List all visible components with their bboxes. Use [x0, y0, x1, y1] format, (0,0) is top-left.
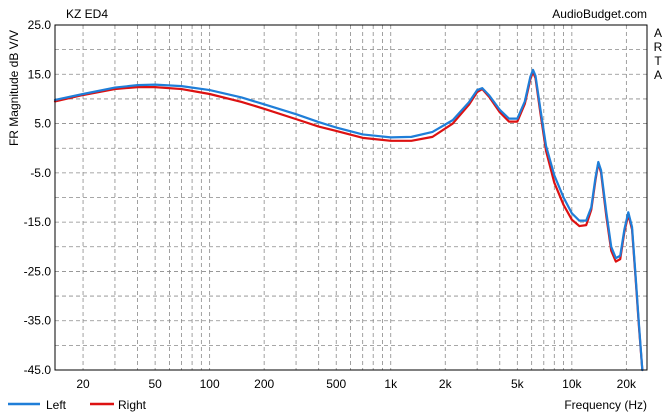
grid: [55, 25, 647, 370]
y-tick-label: 25.0: [28, 18, 52, 32]
series-line-left: [53, 68, 644, 372]
legend: Left Right: [8, 398, 147, 412]
series-group: [53, 68, 644, 372]
legend-label-left: Left: [46, 398, 67, 412]
y-tick-label: -45.0: [24, 363, 52, 377]
x-tick-label: 500: [326, 377, 346, 391]
x-tick-label: 2k: [439, 377, 453, 391]
x-tick-label: 20k: [617, 377, 637, 391]
arta-letter: A: [654, 68, 662, 82]
x-tick-label: 20: [76, 377, 90, 391]
x-tick-labels: 20 50 100 200 500 1k 2k 5k 10k 20k: [76, 377, 637, 391]
arta-letter: T: [654, 54, 662, 68]
y-tick-label: -5.0: [30, 166, 51, 180]
plot-frame: [54, 24, 648, 371]
y-tick-label: -15.0: [24, 215, 52, 229]
x-tick-label: 1k: [384, 377, 398, 391]
x-tick-label: 100: [200, 377, 220, 391]
x-tick-label: 5k: [511, 377, 525, 391]
x-axis-label: Frequency (Hz): [564, 398, 647, 412]
y-tick-label: 5.0: [34, 117, 51, 131]
legend-label-right: Right: [118, 398, 147, 412]
y-axis-label: FR Magnitude dB V/V: [7, 30, 21, 146]
x-tick-label: 200: [254, 377, 274, 391]
y-tick-labels: 25.0 15.0 5.0 -5.0 -15.0 -25.0 -35.0 -45.0: [24, 18, 52, 377]
y-tick-label: -25.0: [24, 264, 52, 278]
x-tick-label: 50: [148, 377, 162, 391]
chart-title: KZ ED4: [66, 7, 108, 21]
arta-letter: R: [654, 40, 663, 54]
x-tick-label: 10k: [562, 377, 582, 391]
y-tick-label: 15.0: [28, 67, 52, 81]
arta-letter: A: [654, 26, 662, 40]
y-tick-label: -35.0: [24, 314, 52, 328]
watermark-text: AudioBudget.com: [552, 7, 647, 21]
